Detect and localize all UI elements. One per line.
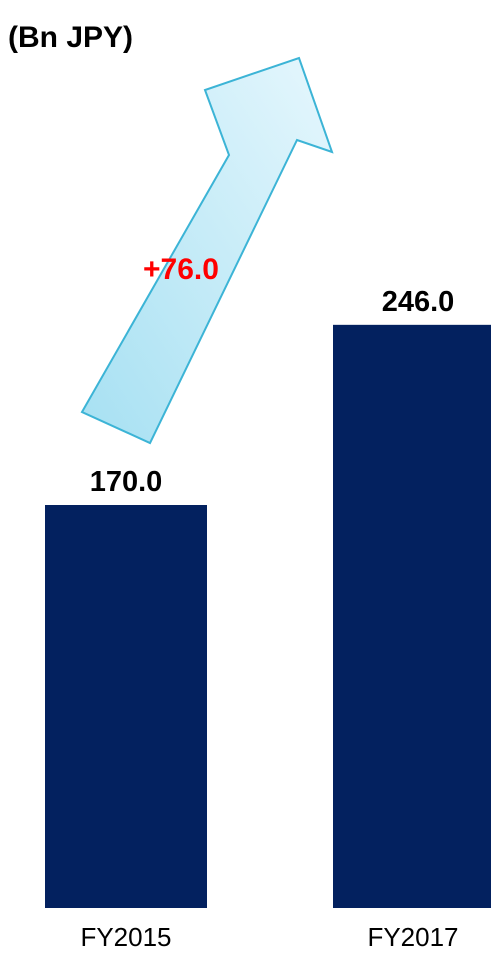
bar-fy2017 — [333, 324, 491, 908]
value-label-fy2015: 170.0 — [90, 466, 163, 498]
value-label-fy2017: 246.0 — [382, 286, 455, 318]
bar-fy2015 — [45, 505, 207, 908]
unit-label: (Bn JPY) — [8, 21, 133, 54]
growth-arrow-icon — [80, 56, 334, 445]
change-label: +76.0 — [143, 253, 219, 286]
category-label-fy2015: FY2015 — [80, 922, 171, 952]
category-label-fy2017: FY2017 — [367, 922, 458, 952]
bars-group — [45, 324, 491, 908]
